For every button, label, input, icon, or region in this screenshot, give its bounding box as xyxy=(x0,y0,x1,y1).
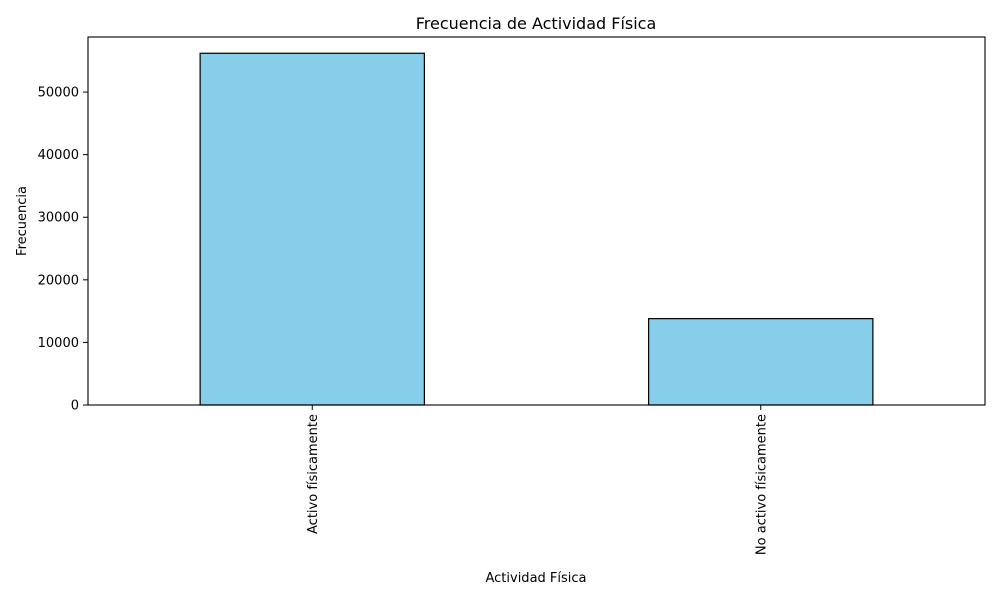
y-axis-label: Frecuencia xyxy=(15,186,30,256)
plot-area: 0 10000 20000 30000 40000 50000 Activo físicam… xyxy=(38,36,986,555)
chart-title: Frecuencia de Actividad Física xyxy=(416,14,657,33)
plot-frame xyxy=(87,36,986,406)
y-tick-label: 0 xyxy=(71,399,79,414)
x-tick-label: Activo físicamente xyxy=(306,414,321,534)
x-tick-label: No activo físicamente xyxy=(754,414,769,555)
x-axis-label: Actividad Física xyxy=(485,571,586,586)
y-tick-label: 50000 xyxy=(38,86,79,101)
y-tick-label: 30000 xyxy=(38,211,79,226)
y-tick-label: 40000 xyxy=(38,148,79,163)
bar-2 xyxy=(648,318,874,406)
bar-1 xyxy=(199,52,425,406)
y-tick-label: 20000 xyxy=(38,273,79,288)
y-tick-label: 10000 xyxy=(38,336,79,351)
